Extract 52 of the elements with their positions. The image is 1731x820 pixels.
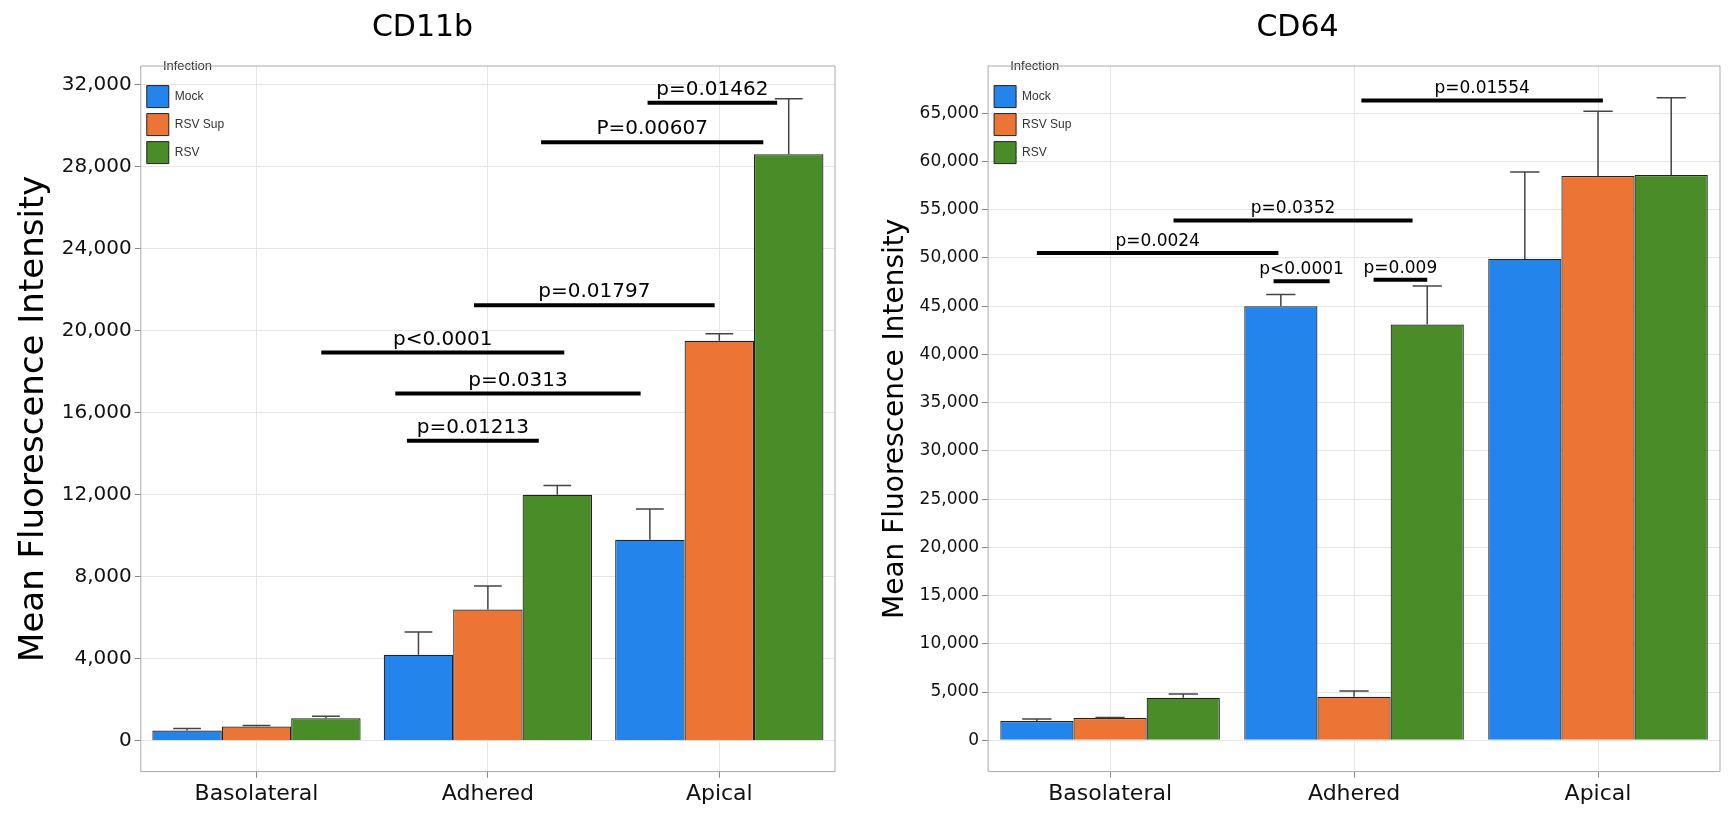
legend-label: RSV [174, 144, 200, 159]
x-tick-label: Adhered [1307, 779, 1401, 805]
annotation: p<0.0001 [1259, 258, 1344, 279]
chart-title: CD64 [1256, 7, 1339, 43]
chart-title: CD11b [371, 7, 474, 43]
y-tick-label: 45,000 [919, 294, 980, 315]
y-tick-label: 16,000 [61, 398, 132, 423]
annotation: p=0.01554 [1434, 77, 1530, 98]
annotation: P=0.00607 [596, 115, 708, 140]
y-tick-label: 0 [119, 727, 132, 752]
annotation: p=0.0024 [1115, 229, 1200, 250]
y-tick-label: 25,000 [919, 487, 980, 508]
y-tick-label: 20,000 [919, 535, 980, 556]
y-axis-title: Mean Fluorescence Intensity [877, 218, 911, 620]
y-tick-label: 55,000 [919, 198, 980, 219]
legend-title: Infection [1010, 58, 1060, 74]
y-tick-label: 4,000 [74, 644, 132, 669]
y-tick-label: 28,000 [61, 152, 132, 177]
annotation: p=0.01213 [416, 413, 529, 438]
y-tick-label: 60,000 [919, 149, 980, 170]
y-tick-label: 10,000 [919, 632, 980, 653]
y-axis-title: Mean Fluorescence Intensity [11, 175, 52, 662]
y-tick-label: 20,000 [61, 316, 132, 341]
legend-label: RSV [1022, 144, 1047, 159]
annotation: p=0.0313 [468, 366, 568, 391]
y-tick-label: 0 [968, 728, 980, 749]
x-tick-label: Apical [685, 779, 753, 805]
y-tick-label: 8,000 [74, 562, 132, 587]
y-tick-label: 12,000 [61, 480, 132, 505]
y-tick-label: 5,000 [930, 680, 980, 701]
legend-label: RSV Sup [1022, 116, 1072, 131]
y-tick-label: 15,000 [919, 583, 980, 604]
annotation: p=0.009 [1363, 256, 1438, 277]
legend-label: Mock [1022, 88, 1052, 103]
legend-title: Infection [162, 58, 213, 74]
annotation: p=0.0352 [1250, 197, 1336, 218]
y-tick-label: 30,000 [919, 439, 980, 460]
legend-label: Mock [174, 88, 205, 103]
y-tick-label: 65,000 [919, 101, 980, 122]
x-tick-label: Basolateral [1048, 779, 1173, 805]
x-tick-label: Basolateral [194, 779, 319, 805]
y-tick-label: 32,000 [61, 70, 132, 95]
y-tick-label: 24,000 [61, 234, 132, 259]
x-tick-label: Apical [1564, 779, 1632, 805]
legend-label: RSV Sup [174, 116, 225, 131]
y-tick-label: 50,000 [919, 246, 980, 267]
annotation: p<0.0001 [393, 325, 493, 350]
annotation: p=0.01462 [656, 75, 769, 100]
y-tick-label: 35,000 [919, 391, 980, 412]
annotation: p=0.01797 [538, 278, 651, 303]
y-tick-label: 40,000 [919, 342, 980, 363]
x-tick-label: Adhered [441, 779, 534, 805]
